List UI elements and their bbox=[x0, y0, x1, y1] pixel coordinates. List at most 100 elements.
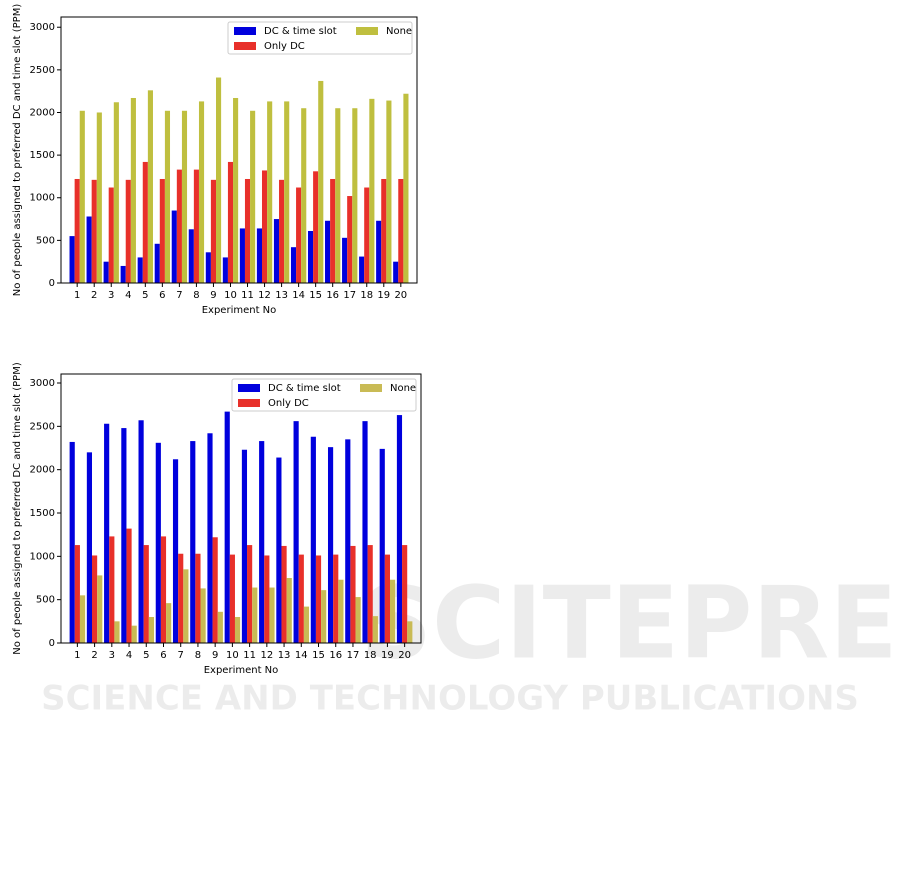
bar bbox=[335, 108, 341, 283]
x-tick-label: 1 bbox=[74, 290, 80, 301]
bar bbox=[108, 187, 114, 283]
x-tick-label: 4 bbox=[125, 290, 131, 301]
bar bbox=[79, 110, 85, 284]
bar bbox=[241, 449, 248, 643]
bar bbox=[69, 236, 75, 283]
plot-frame bbox=[60, 16, 418, 284]
bar bbox=[69, 441, 75, 643]
bar bbox=[261, 170, 268, 283]
bar bbox=[233, 97, 239, 283]
bar bbox=[352, 108, 358, 283]
bar bbox=[307, 230, 314, 283]
bar bbox=[239, 228, 245, 283]
bar bbox=[402, 545, 408, 643]
y-tick-label: 2000 bbox=[30, 465, 55, 476]
legend-label: Only DC bbox=[264, 41, 305, 52]
x-tick-label: 5 bbox=[143, 650, 149, 661]
bar bbox=[91, 179, 97, 283]
y-tick-label: 0 bbox=[49, 278, 55, 289]
bar bbox=[200, 588, 206, 643]
bar bbox=[86, 216, 92, 283]
x-tick-label: 1 bbox=[74, 650, 80, 661]
x-tick-label: 8 bbox=[193, 290, 199, 301]
x-tick-label: 6 bbox=[160, 650, 166, 661]
bar bbox=[384, 554, 390, 643]
bar bbox=[188, 229, 194, 283]
bar bbox=[247, 545, 253, 643]
bar bbox=[355, 597, 361, 643]
bar bbox=[342, 237, 348, 283]
bar bbox=[74, 178, 80, 283]
x-tick-label: 19 bbox=[377, 290, 390, 301]
bar bbox=[279, 179, 285, 283]
bar bbox=[330, 178, 336, 283]
bar bbox=[347, 196, 353, 283]
bar bbox=[86, 452, 93, 643]
bar bbox=[121, 428, 127, 643]
bar bbox=[160, 536, 167, 643]
bar bbox=[74, 545, 80, 643]
bar bbox=[313, 171, 319, 283]
bar bbox=[207, 433, 213, 643]
x-tick-label: 12 bbox=[258, 290, 271, 301]
bar bbox=[159, 178, 165, 283]
bar bbox=[114, 621, 120, 643]
x-tick-label: 18 bbox=[360, 290, 373, 301]
legend-swatch bbox=[238, 399, 260, 407]
bar bbox=[244, 178, 251, 283]
bar bbox=[290, 247, 297, 283]
y-tick-label: 3000 bbox=[30, 22, 55, 33]
x-tick-label: 13 bbox=[278, 650, 291, 661]
bar bbox=[259, 441, 265, 643]
legend-label: None bbox=[390, 383, 416, 394]
x-tick-label: 8 bbox=[195, 650, 201, 661]
bar bbox=[172, 459, 179, 643]
x-tick-label: 18 bbox=[364, 650, 377, 661]
bar bbox=[386, 100, 392, 283]
x-tick-label: 2 bbox=[91, 650, 97, 661]
bar bbox=[327, 447, 334, 643]
legend-label: DC & time slot bbox=[268, 383, 341, 394]
x-tick-label: 9 bbox=[212, 650, 218, 661]
x-tick-label: 4 bbox=[126, 650, 132, 661]
bar bbox=[171, 210, 177, 283]
bar bbox=[264, 555, 270, 643]
x-axis-label: Experiment No bbox=[202, 305, 277, 316]
bar bbox=[224, 411, 230, 643]
bar bbox=[97, 575, 103, 643]
x-tick-label: 3 bbox=[108, 290, 114, 301]
legend-label: DC & time slot bbox=[264, 26, 337, 37]
bar bbox=[281, 545, 287, 643]
bar bbox=[143, 545, 149, 643]
bar bbox=[103, 261, 109, 283]
x-tick-label: 7 bbox=[176, 290, 182, 301]
bar bbox=[250, 110, 256, 284]
bar bbox=[164, 110, 171, 284]
bar bbox=[286, 578, 292, 643]
bar bbox=[396, 415, 403, 643]
x-axis-label: Experiment No bbox=[204, 665, 279, 676]
bar bbox=[229, 554, 235, 643]
bar bbox=[364, 187, 370, 283]
y-axis-label: No of people assigned to preferred DC an… bbox=[12, 4, 23, 297]
bar bbox=[252, 587, 258, 643]
y-tick-label: 2500 bbox=[30, 65, 55, 76]
bar bbox=[142, 161, 148, 283]
bar bbox=[217, 611, 223, 643]
bar bbox=[381, 178, 387, 283]
y-tick-label: 2000 bbox=[30, 107, 55, 118]
bar bbox=[148, 617, 155, 643]
bar bbox=[195, 553, 201, 643]
legend-swatch bbox=[234, 27, 256, 35]
bar bbox=[321, 590, 327, 643]
legend-swatch bbox=[234, 42, 256, 50]
x-tick-label: 12 bbox=[260, 650, 273, 661]
bar bbox=[178, 553, 184, 643]
bar bbox=[359, 256, 365, 283]
bar bbox=[267, 101, 273, 284]
bar bbox=[126, 528, 132, 643]
watermark-brand: SCITEPRESS bbox=[360, 564, 901, 681]
bar bbox=[176, 169, 182, 283]
x-tick-label: 6 bbox=[159, 290, 165, 301]
bar bbox=[398, 178, 404, 283]
